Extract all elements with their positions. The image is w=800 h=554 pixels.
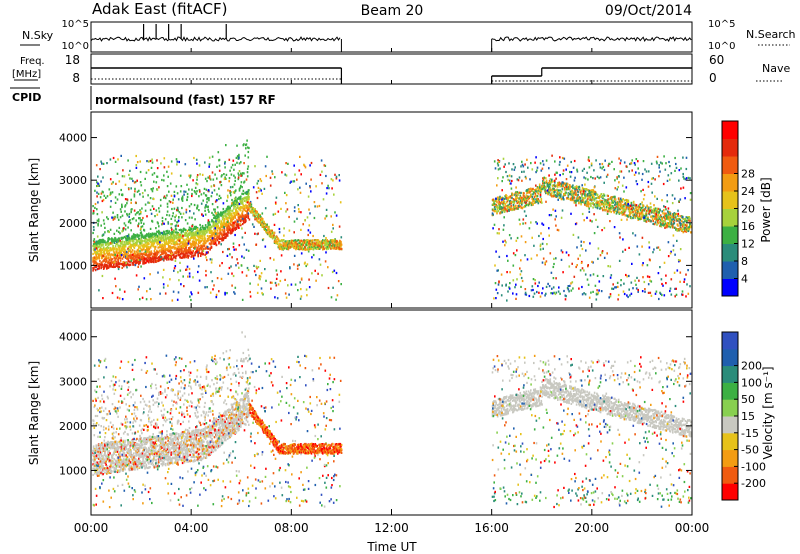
velocity-colorbar-label-7: 200 — [741, 360, 762, 373]
power-y-tick-label-0: 1000 — [59, 259, 87, 272]
velocity-colorbar-cell-3 — [722, 432, 738, 451]
velocity-y-axis: 1000 2000 3000 4000 — [59, 331, 692, 477]
power-colorbar-label-4: 20 — [741, 203, 755, 216]
power-colorbar-cell-8 — [722, 138, 738, 157]
velocity-colorbar-cell-8 — [722, 348, 738, 367]
power-colorbar-label-0: 4 — [741, 273, 748, 286]
velocity-y-tick-label-3: 4000 — [59, 331, 87, 344]
frequency-panel-frame — [90, 53, 693, 85]
velocity-colorbar-label-0: -200 — [741, 477, 766, 490]
noise-left-tick-bottom: 10^0 — [62, 41, 89, 52]
velocity-y-label: Slant Range [km] — [27, 361, 41, 465]
figure-title: Adak East (fitACF) — [92, 0, 227, 18]
power-colorbar: 4 8 12 16 20 24 28 — [721, 120, 755, 297]
power-colorbar-cell-1 — [722, 261, 738, 279]
noise-right-label: N.Search — [746, 28, 796, 41]
power-colorbar-label-3: 16 — [741, 220, 755, 233]
noise-panel: N.Sky 10^5 10^0 10^5 10^0 N.Search — [20, 19, 796, 53]
power-colorbar-cell-3 — [722, 226, 738, 244]
beam-label: Beam 20 — [361, 3, 424, 19]
power-y-axis: 1000 2000 3000 4000 — [59, 132, 692, 272]
noise-traces — [90, 24, 693, 52]
time-tick-label-6: 00:00 — [675, 521, 710, 535]
noise-sky-trace-1 — [491, 36, 692, 42]
velocity-scatter — [92, 331, 692, 509]
power-panel: 1000 2000 3000 4000 Slant Range [km] 4 8 12 16… — [27, 111, 773, 309]
velocity-colorbar-label-2: -50 — [741, 444, 759, 457]
power-colorbar-cell-5 — [722, 191, 738, 209]
velocity-colorbar-cell-4 — [722, 416, 738, 434]
time-tick-label-4: 16:00 — [474, 521, 509, 535]
velocity-colorbar-label-5: 50 — [741, 393, 755, 406]
freq-tick-top: 18 — [65, 53, 80, 67]
velocity-colorbar-label: Velocity [m s⁻¹] — [761, 366, 775, 459]
cpid-panel: CPID normalsound (fast) 157 RF — [10, 86, 276, 110]
power-colorbar-label-6: 28 — [741, 168, 755, 181]
velocity-colorbar-label-6: 100 — [741, 376, 762, 389]
time-axis-label: Time UT — [366, 540, 417, 554]
nave-tick-bottom: 0 — [709, 71, 717, 85]
freq-label-line2: [MHz] — [12, 69, 41, 80]
power-y-label: Slant Range [km] — [27, 158, 41, 262]
power-colorbar-cell-9 — [722, 121, 738, 139]
freq-tick-bottom: 8 — [72, 71, 80, 85]
velocity-y-tick-label-0: 1000 — [59, 464, 87, 477]
power-colorbar-label-1: 8 — [741, 255, 748, 268]
power-colorbar-cell-7 — [722, 156, 738, 174]
noise-left-label: N.Sky — [22, 29, 54, 42]
time-tick-label-5: 20:00 — [575, 521, 610, 535]
freq-label-line1: Freq. — [20, 56, 45, 67]
time-tick-label-1: 04:00 — [174, 521, 209, 535]
velocity-colorbar: -200 -100 -50 -15 15 50 100 200 — [721, 331, 766, 501]
power-colorbar-cell-4 — [722, 208, 738, 227]
power-panel-frame — [90, 111, 693, 309]
power-y-tick-label-1: 2000 — [59, 217, 87, 230]
cpid-program: normalsound (fast) 157 RF — [95, 93, 276, 107]
power-colorbar-cell-0 — [722, 278, 738, 297]
velocity-colorbar-cell-9 — [722, 332, 738, 350]
velocity-colorbar-cell-7 — [722, 365, 738, 383]
velocity-colorbar-label-1: -100 — [741, 460, 766, 473]
noise-left-tick-top: 10^5 — [62, 19, 89, 30]
velocity-colorbar-cell-1 — [722, 466, 738, 484]
power-colorbar-label: Power [dB] — [759, 177, 773, 242]
noise-right-tick-top: 10^5 — [708, 19, 735, 30]
velocity-colorbar-cell-5 — [722, 399, 738, 417]
velocity-panel: 1000 2000 3000 4000 Slant Range [km] -200 -1… — [27, 309, 775, 516]
velocity-y-tick-label-2: 3000 — [59, 375, 87, 388]
cpid-label: CPID — [12, 91, 41, 104]
nave-label: Nave — [762, 62, 790, 75]
velocity-colorbar-label-4: 15 — [741, 410, 755, 423]
power-colorbar-label-5: 24 — [741, 185, 755, 198]
power-y-tick-label-2: 3000 — [59, 174, 87, 187]
velocity-y-tick-label-1: 2000 — [59, 420, 87, 433]
power-colorbar-label-2: 12 — [741, 238, 755, 251]
power-colorbar-cell-6 — [722, 173, 738, 192]
power-y-tick-label-3: 4000 — [59, 132, 87, 145]
date-label: 09/Oct/2014 — [605, 3, 692, 19]
power-colorbar-cell-2 — [722, 243, 738, 262]
time-tick-label-0: 00:00 — [74, 521, 109, 535]
time-tick-label-3: 12:00 — [374, 521, 409, 535]
noise-sky-trace-0 — [90, 36, 341, 42]
velocity-colorbar-cell-6 — [722, 382, 738, 400]
velocity-colorbar-cell-2 — [722, 449, 738, 467]
velocity-colorbar-label-3: -15 — [741, 427, 759, 440]
time-tick-label-2: 08:00 — [274, 521, 309, 535]
nave-tick-top: 60 — [709, 53, 724, 67]
time-axis: 00:00 04:00 08:00 12:00 16:00 20:00 00:00 — [74, 48, 710, 535]
power-scatter — [92, 139, 692, 302]
velocity-colorbar-cell-0 — [722, 483, 738, 501]
frequency-panel: Freq. [MHz] 18 8 60 0 Nave — [12, 53, 790, 85]
noise-right-tick-bottom: 10^0 — [708, 41, 735, 52]
